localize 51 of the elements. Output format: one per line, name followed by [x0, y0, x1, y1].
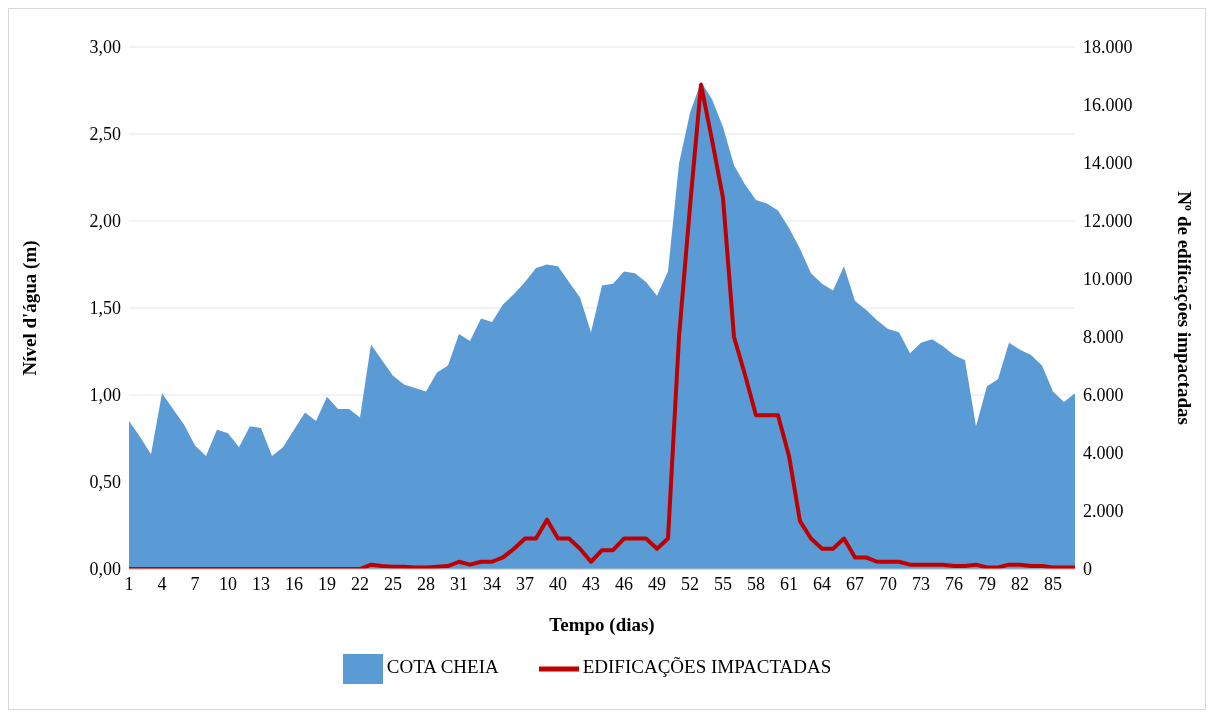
x-axis-title: Tempo (dias) [549, 614, 655, 636]
x-tick-label: 46 [615, 573, 633, 594]
x-tick-label: 70 [879, 573, 897, 594]
x-tick-label: 10 [219, 573, 237, 594]
legend-label: COTA CHEIA [386, 656, 499, 678]
y2-tick-label: 14.000 [1083, 153, 1133, 174]
y-tick-label: 1,50 [89, 298, 121, 319]
y2-tick-label: 0 [1083, 559, 1092, 580]
x-tick-label: 49 [648, 573, 666, 594]
y2-tick-label: 8.000 [1083, 327, 1124, 348]
x-tick-label: 58 [747, 573, 765, 594]
x-tick-label: 19 [318, 573, 336, 594]
x-tick-label: 13 [252, 573, 270, 594]
x-tick-label: 61 [780, 573, 798, 594]
y2-tick-label: 10.000 [1083, 269, 1133, 290]
x-tick-label: 16 [285, 573, 303, 594]
y-tick-label: 1,00 [89, 385, 121, 406]
x-tick-label: 22 [351, 573, 369, 594]
x-tick-label: 43 [582, 573, 600, 594]
y-tick-label: 2,50 [89, 124, 121, 145]
y2-tick-label: 18.000 [1083, 37, 1133, 58]
x-tick-label: 85 [1044, 573, 1062, 594]
x-tick-label: 7 [190, 573, 200, 594]
y2-tick-label: 16.000 [1083, 95, 1133, 116]
x-tick-label: 28 [417, 573, 435, 594]
y-axis-title: Nível d'água (m) [18, 240, 41, 376]
x-tick-label: 55 [714, 573, 732, 594]
x-tick-label: 25 [384, 573, 402, 594]
x-tick-label: 1 [124, 573, 134, 594]
y2-tick-label: 2.000 [1083, 501, 1124, 522]
y2-tick-label: 4.000 [1083, 443, 1124, 464]
y2-tick-label: 12.000 [1083, 211, 1133, 232]
x-tick-label: 79 [978, 573, 996, 594]
y-tick-label: 3,00 [89, 37, 121, 58]
y2-tick-label: 6.000 [1083, 385, 1124, 406]
y2-axis-title: Nº de edificações impactadas [1174, 191, 1196, 425]
x-tick-label: 73 [912, 573, 930, 594]
x-tick-label: 4 [157, 573, 167, 594]
x-tick-label: 52 [681, 573, 699, 594]
y-tick-label: 2,00 [89, 211, 121, 232]
y-tick-label: 0,00 [89, 559, 121, 580]
x-tick-label: 31 [450, 573, 468, 594]
legend-label: EDIFICAÇÕES IMPACTADAS [582, 656, 832, 678]
x-tick-label: 34 [483, 573, 501, 594]
x-tick-label: 67 [846, 573, 864, 594]
x-tick-label: 64 [813, 573, 831, 594]
x-tick-label: 40 [549, 573, 567, 594]
x-tick-label: 76 [945, 573, 963, 594]
x-tick-label: 37 [516, 573, 534, 594]
y-tick-label: 0,50 [89, 472, 121, 493]
x-tick-label: 82 [1011, 573, 1029, 594]
